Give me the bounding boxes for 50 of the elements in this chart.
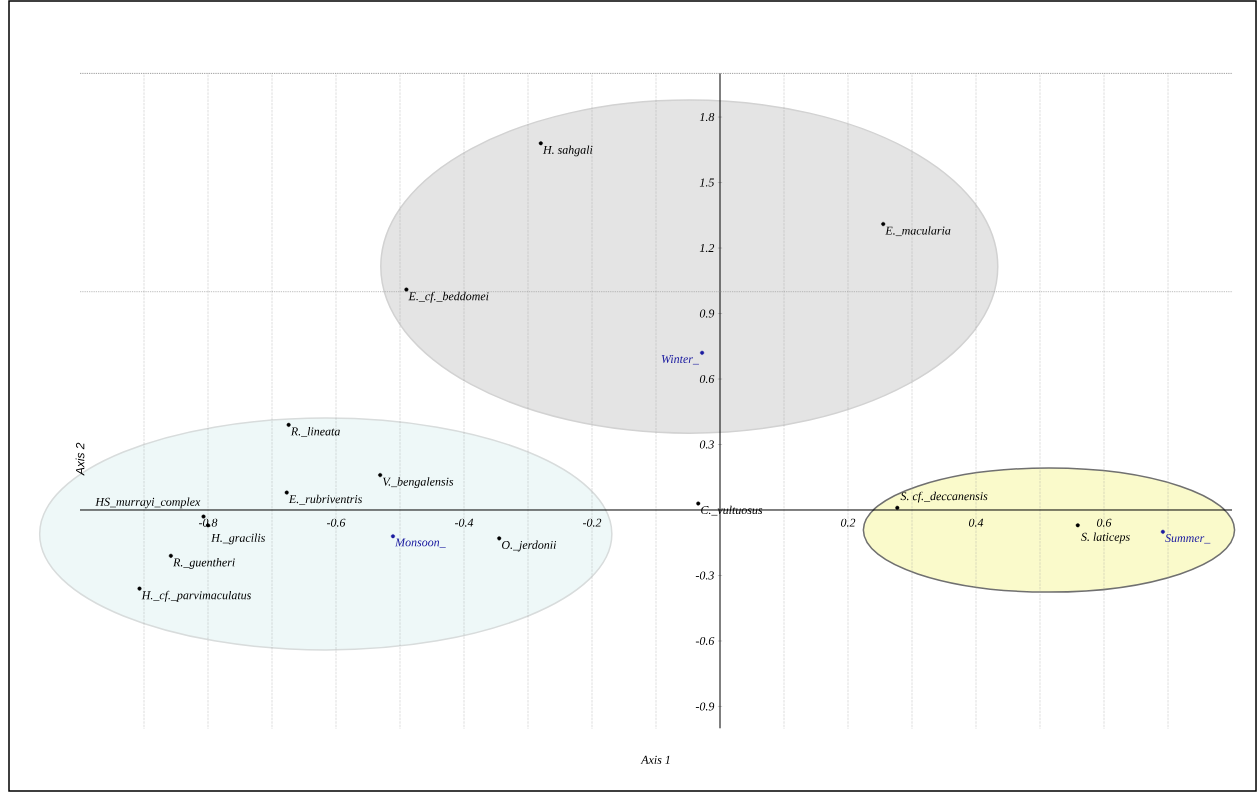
point	[696, 501, 701, 506]
x-tick-label: 0.2	[841, 518, 856, 527]
x-tick-label: -0.2	[582, 518, 602, 527]
y-tick-label: 1.5	[699, 178, 715, 187]
point	[497, 536, 502, 541]
point	[538, 141, 543, 146]
y-tick-label: 0.9	[699, 309, 715, 318]
point	[168, 553, 173, 558]
point	[881, 222, 886, 227]
point	[895, 505, 900, 510]
y-tick-label: 0.3	[699, 440, 714, 449]
point	[378, 473, 383, 478]
series-label: E._cf._beddomei	[408, 291, 489, 303]
point	[1075, 523, 1080, 528]
series-label: H._cf._parvimaculatus	[141, 590, 251, 602]
series-label: R._guentheri	[173, 558, 235, 569]
series-label: R._lineata	[290, 427, 340, 437]
series-label: S. cf._deccanensis	[900, 491, 988, 503]
series-label: HS_murrayi_complex	[95, 497, 201, 509]
point	[284, 490, 289, 495]
y-tick-label: -0.9	[695, 702, 715, 711]
series-label: Winter_	[661, 355, 699, 365]
x-tick-label: -0.4	[454, 518, 474, 527]
y-tick-label: 1.2	[699, 243, 715, 253]
series-label: H._gracilis	[211, 533, 265, 545]
series-label: H. sahgali	[542, 145, 593, 157]
point	[390, 534, 395, 539]
x-tick-label: -0.6	[326, 518, 346, 527]
point	[700, 350, 705, 355]
series-label: Summer_	[1165, 534, 1211, 544]
x-axis-title: Axis 1	[640, 755, 670, 764]
series-label: Monsoon_	[395, 538, 446, 548]
y-tick-label: -0.3	[695, 571, 714, 580]
point	[404, 287, 409, 292]
series-label: O._jerdonii	[502, 540, 557, 552]
point	[137, 586, 142, 591]
series-label: V._bengalensis	[382, 477, 454, 489]
series-label: C._vultuosus	[701, 505, 763, 516]
y-tick-label: 0.6	[699, 374, 715, 384]
x-tick-label: -0.8	[198, 518, 218, 527]
series-label: S. laticeps	[1081, 532, 1130, 544]
x-tick-label: 0.6	[1097, 518, 1112, 527]
y-axis-title: Axis 2	[75, 442, 85, 476]
series-label: E._macularia	[885, 226, 951, 237]
y-tick-label: 1.8	[699, 112, 715, 122]
y-tick-label: -0.6	[695, 636, 715, 646]
series-label: E._rubriventris	[288, 494, 362, 505]
point	[1160, 529, 1165, 534]
point	[286, 422, 291, 427]
x-tick-label: 0.4	[969, 518, 984, 527]
